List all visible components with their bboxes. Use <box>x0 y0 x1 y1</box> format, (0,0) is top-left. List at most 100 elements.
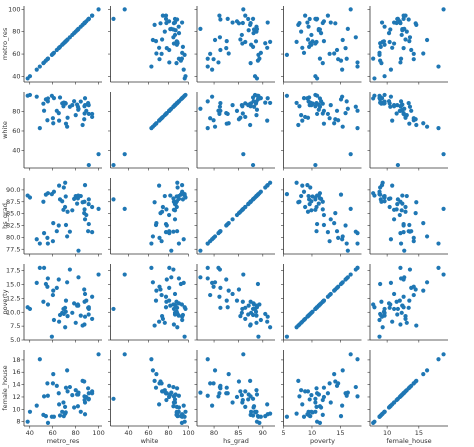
point <box>334 383 340 388</box>
point <box>51 371 56 377</box>
point <box>224 46 229 51</box>
y-axis-label: metro_res <box>1 27 9 60</box>
point <box>205 276 210 281</box>
point <box>224 298 229 303</box>
point <box>388 280 394 285</box>
x-tick-label: 80 <box>71 429 79 437</box>
point <box>406 17 411 22</box>
point <box>67 229 72 234</box>
point <box>82 217 88 222</box>
y-tick-label: 90.0 <box>6 186 20 194</box>
point <box>167 47 172 53</box>
point <box>407 38 412 44</box>
point <box>404 320 409 325</box>
point <box>251 27 257 32</box>
point <box>284 414 290 419</box>
point <box>382 101 387 106</box>
point <box>45 191 51 196</box>
point <box>171 404 176 409</box>
y-tick-label: 77.5 <box>6 245 20 253</box>
point <box>309 310 314 315</box>
point <box>257 56 262 61</box>
point <box>57 402 62 407</box>
point <box>256 414 261 419</box>
point <box>175 229 180 234</box>
point <box>179 191 184 196</box>
point <box>240 41 245 46</box>
point <box>328 217 333 222</box>
point <box>160 37 165 42</box>
point <box>176 276 181 281</box>
y-tick-label: 5.0 <box>10 336 20 344</box>
point <box>82 96 88 101</box>
point <box>175 185 180 190</box>
point <box>332 221 337 226</box>
point <box>181 67 186 72</box>
point <box>424 37 430 43</box>
point <box>441 7 446 12</box>
point <box>316 201 321 206</box>
point <box>403 209 408 214</box>
point <box>246 392 251 397</box>
point <box>353 35 358 40</box>
point <box>210 403 215 408</box>
point <box>96 7 101 12</box>
point <box>320 61 325 66</box>
point <box>300 45 305 50</box>
point <box>401 230 406 235</box>
point <box>314 221 320 227</box>
point <box>78 99 83 104</box>
point <box>175 180 180 185</box>
point <box>402 248 407 253</box>
point <box>86 312 91 317</box>
point <box>345 26 350 32</box>
point <box>441 272 446 277</box>
point <box>169 248 174 253</box>
point <box>167 285 172 290</box>
y-tick-label: 87.5 <box>6 198 20 206</box>
point <box>382 24 387 29</box>
point <box>73 388 78 393</box>
point <box>51 221 56 226</box>
point <box>313 41 318 46</box>
point <box>340 37 345 43</box>
point <box>401 16 406 21</box>
point <box>82 314 88 319</box>
point <box>248 122 253 128</box>
point <box>314 17 319 22</box>
point <box>90 316 95 322</box>
point <box>414 122 419 128</box>
point <box>208 116 213 121</box>
point <box>208 51 213 56</box>
point <box>60 310 65 315</box>
y-tick-label: 82.5 <box>6 222 20 230</box>
point <box>327 51 332 56</box>
point <box>225 16 230 21</box>
point <box>238 209 243 214</box>
point <box>174 299 179 304</box>
point <box>333 117 338 122</box>
point <box>265 20 270 25</box>
point <box>334 47 340 53</box>
point <box>314 419 320 424</box>
point <box>338 192 344 197</box>
point <box>390 118 395 123</box>
point <box>305 314 311 319</box>
point <box>309 208 314 213</box>
y-tick-label: 60 <box>12 127 20 135</box>
point <box>169 275 174 280</box>
point <box>82 111 87 116</box>
point <box>234 108 240 114</box>
point <box>181 94 186 99</box>
point <box>254 320 259 325</box>
point <box>63 194 68 199</box>
point <box>122 7 127 12</box>
point <box>25 419 30 424</box>
point <box>171 384 176 390</box>
point <box>75 104 81 109</box>
point <box>198 26 203 32</box>
point <box>175 325 180 330</box>
point <box>239 310 244 315</box>
point <box>236 379 242 384</box>
point <box>224 277 229 282</box>
